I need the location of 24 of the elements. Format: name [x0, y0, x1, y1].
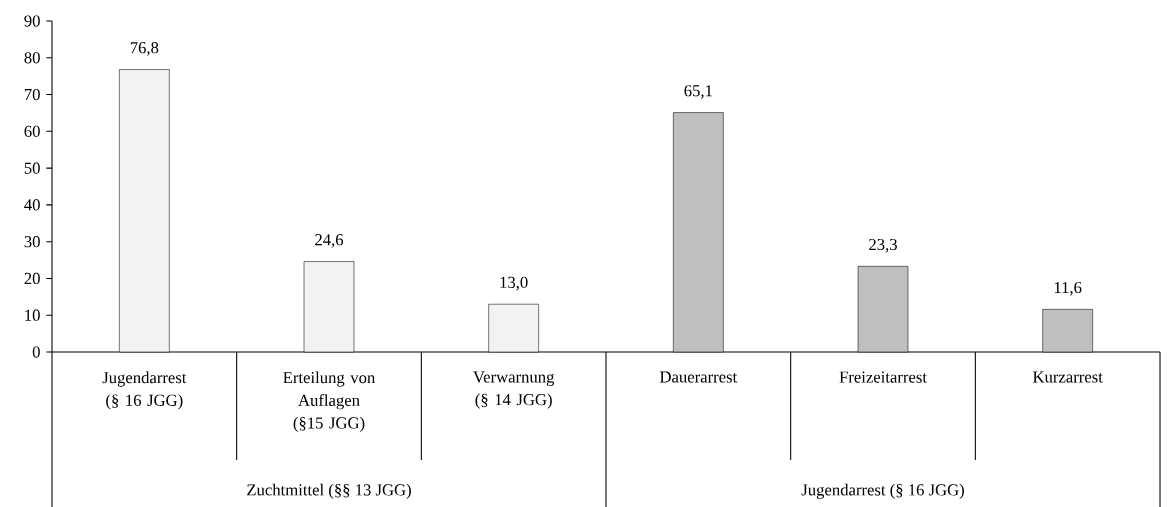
text: Jugendarrest (§ 16 JGG) [801, 483, 964, 499]
y-tick-label: 60 [24, 125, 40, 137]
x-tick-label: Kurzarrest [1032, 371, 1103, 383]
data-label: 76,8 [130, 42, 159, 56]
text: Zuchtmittel (§§ 13 JGG) [247, 483, 411, 499]
data-label: 24,6 [315, 234, 344, 248]
x-tick-label: Freizeitarrest [839, 371, 927, 383]
x-tick-label: Erteilung von Auflagen (§15 JGG) [283, 371, 376, 432]
y-tick-label: 90 [24, 15, 40, 27]
y-tick-label: 70 [24, 88, 40, 101]
y-tick-label: 0 [32, 346, 40, 358]
y-tick-label: 20 [24, 272, 40, 285]
x-tick-label: Jugendarrest (§ 16 JGG) [102, 371, 187, 410]
y-tick-label: 80 [24, 52, 40, 64]
y-tick-label: 10 [25, 309, 40, 321]
x-tick-label: Verwarnung (§ 14 JGG) [473, 371, 555, 409]
data-label: 13,0 [500, 276, 528, 291]
x-tick-label: Dauerarrest [659, 371, 738, 383]
y-tick-label: 40 [24, 199, 40, 211]
data-label: 23,3 [869, 238, 897, 253]
y-tick-label: 50 [24, 162, 40, 174]
data-label: 65,1 [684, 85, 712, 99]
y-tick-label: 30 [24, 236, 40, 248]
data-label: 11,6 [1054, 281, 1082, 296]
